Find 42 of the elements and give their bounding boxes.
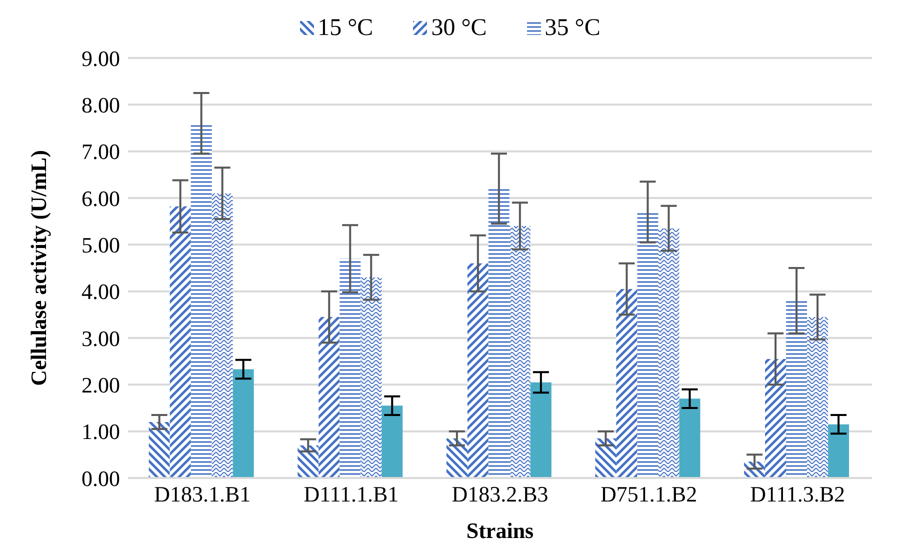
x-tick-label: D751.1.B2 bbox=[600, 482, 698, 507]
bar bbox=[318, 317, 340, 478]
y-tick-label: 3.00 bbox=[82, 326, 120, 351]
x-tick-label: D111.1.B1 bbox=[304, 482, 399, 507]
y-tick-label: 8.00 bbox=[82, 92, 120, 118]
bar bbox=[170, 206, 191, 478]
x-tick-label: D183.2.B3 bbox=[452, 482, 548, 507]
y-tick-label: 2.00 bbox=[82, 372, 120, 398]
y-axis-title: Cellulase activity (U/mL) bbox=[26, 150, 51, 386]
y-tick-label: 5.00 bbox=[82, 232, 120, 258]
bar bbox=[637, 212, 658, 478]
bar bbox=[616, 289, 638, 478]
bar bbox=[509, 226, 530, 478]
bar bbox=[807, 317, 828, 478]
x-tick-label: D111.3.B2 bbox=[750, 482, 846, 507]
bar bbox=[595, 438, 616, 478]
x-axis-title: Strains bbox=[466, 518, 534, 543]
y-tick-label: 6.00 bbox=[82, 186, 120, 211]
bar bbox=[148, 422, 170, 478]
y-tick-label: 7.00 bbox=[82, 139, 120, 164]
bar bbox=[765, 359, 786, 478]
legend-label: 15 °C bbox=[318, 14, 374, 42]
bar bbox=[340, 258, 361, 478]
bar bbox=[467, 263, 488, 478]
y-tick-label: 9.00 bbox=[82, 46, 120, 71]
y-tick-label: 4.00 bbox=[82, 279, 120, 304]
y-tick-label: 1.00 bbox=[82, 419, 120, 444]
bar bbox=[232, 369, 254, 478]
bar bbox=[786, 300, 808, 478]
bar bbox=[658, 228, 680, 478]
legend-label: 30 °C bbox=[431, 14, 487, 42]
bar bbox=[828, 424, 850, 478]
bar bbox=[360, 277, 382, 478]
x-tick-label: D183.1.B1 bbox=[154, 482, 251, 507]
bar bbox=[446, 438, 468, 478]
bar bbox=[382, 406, 403, 478]
bar bbox=[679, 398, 700, 478]
legend-label: 35 °C bbox=[544, 14, 600, 42]
bar bbox=[298, 445, 319, 478]
bar bbox=[530, 382, 552, 478]
bar bbox=[212, 193, 233, 478]
y-tick-label: 0.00 bbox=[82, 466, 120, 491]
